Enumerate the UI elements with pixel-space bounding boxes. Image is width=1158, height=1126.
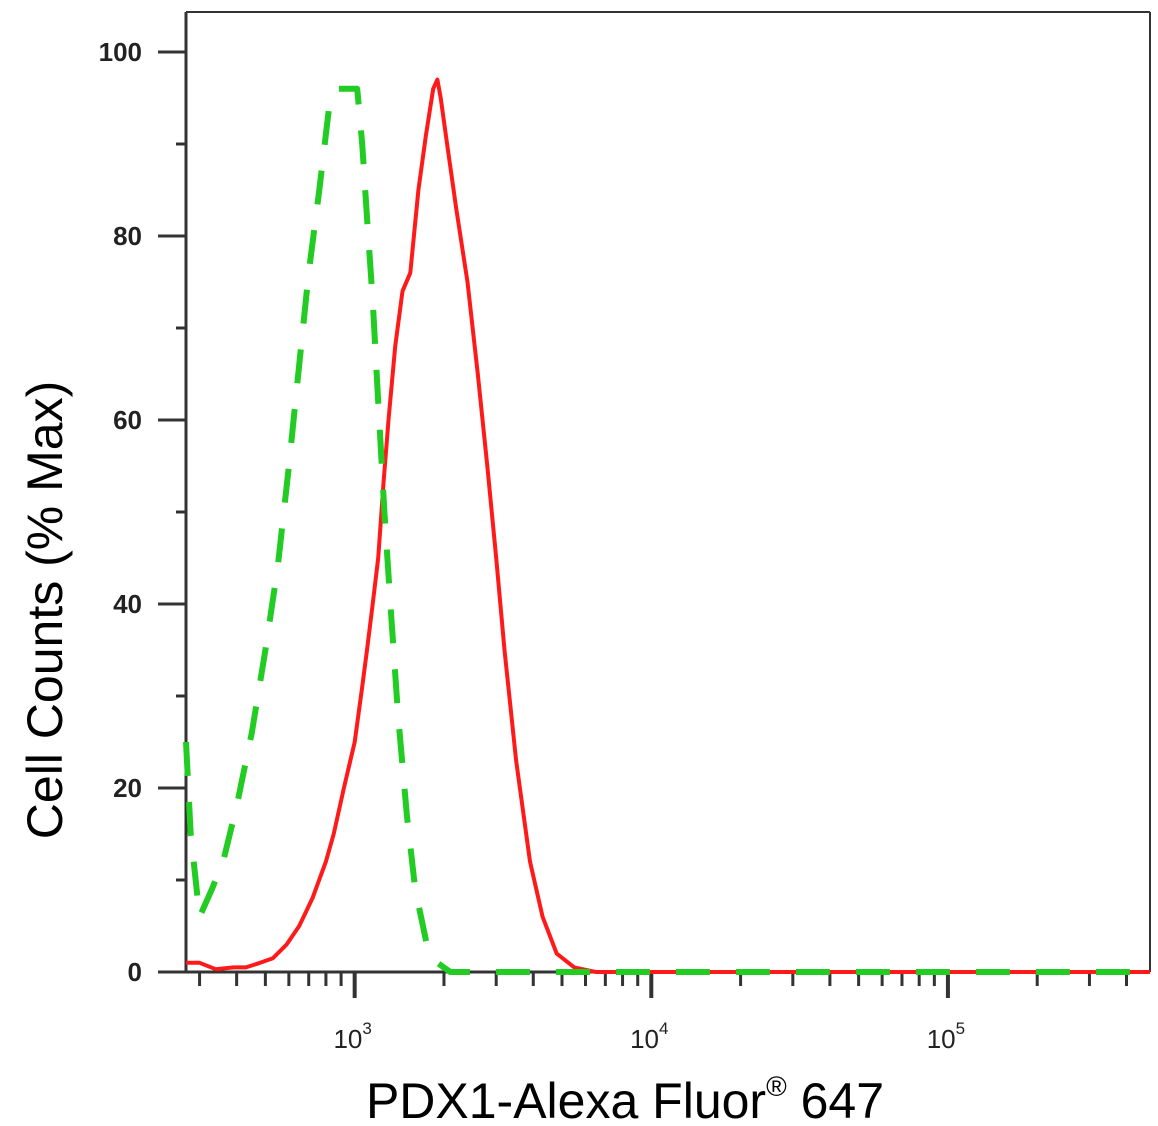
x-axis-title: PDX1-Alexa Fluor® 647 — [366, 1071, 884, 1126]
series-layer — [183, 77, 1150, 975]
x-tick-label: 104 — [630, 1019, 668, 1054]
y-tick-label: 40 — [113, 589, 142, 619]
x-axis-title-suffix: 647 — [787, 1073, 884, 1126]
y-axis: 0 20 40 60 80 100 — [99, 37, 186, 987]
x-tick-exponent: 3 — [362, 1019, 371, 1038]
y-axis-title: Cell Counts (% Max) — [17, 381, 73, 839]
x-tick-base: 10 — [927, 1024, 956, 1054]
sample-histogram-line — [186, 77, 1150, 974]
x-tick-base: 10 — [333, 1024, 362, 1054]
x-tick-base: 10 — [630, 1024, 659, 1054]
x-tick-label: 103 — [333, 1019, 371, 1054]
y-tick-label: 100 — [99, 37, 142, 67]
x-tick-label: 105 — [927, 1019, 965, 1054]
y-tick-label: 0 — [128, 957, 142, 987]
x-tick-exponent: 5 — [956, 1019, 965, 1038]
y-tick-label: 60 — [113, 405, 142, 435]
x-tick-exponent: 4 — [659, 1019, 668, 1038]
control-histogram-line — [183, 85, 1150, 975]
x-axis-title-superscript: ® — [766, 1071, 787, 1102]
y-tick-label: 80 — [113, 221, 142, 251]
x-axis-title-main: PDX1-Alexa Fluor — [366, 1073, 766, 1126]
y-tick-label: 20 — [113, 773, 142, 803]
